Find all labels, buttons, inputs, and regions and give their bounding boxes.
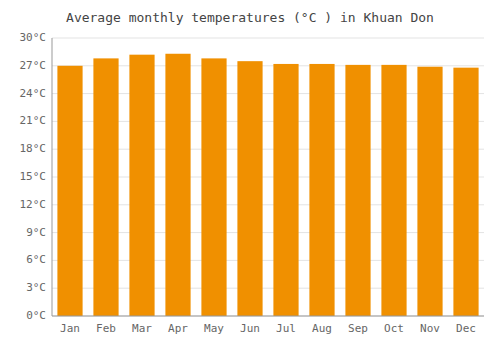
x-tick-label: Sep — [348, 322, 368, 335]
chart-container: 0°C 3°C 6°C 9°C 12°C 15°C 18°C 21°C 24°C 27°C 30°C… — [0, 0, 500, 350]
bar — [237, 61, 262, 316]
bar — [201, 58, 226, 316]
axes — [52, 38, 484, 316]
y-tick-label: 9°C — [26, 226, 46, 239]
y-tick-label: 6°C — [26, 253, 46, 266]
y-tick-label: 15°C — [20, 170, 47, 183]
bar — [57, 66, 82, 316]
y-axis: 0°C 3°C 6°C 9°C 12°C 15°C 18°C 21°C 24°C 27°C 30°C — [20, 31, 47, 322]
y-tick-label: 0°C — [26, 309, 46, 322]
x-tick-label: Jun — [240, 322, 260, 335]
x-tick-label: Dec — [456, 322, 476, 335]
y-tick-label: 27°C — [20, 59, 47, 72]
bar — [345, 65, 370, 316]
x-tick-label: Nov — [420, 322, 440, 335]
bar — [453, 68, 478, 316]
y-axis-line — [52, 38, 53, 316]
bar — [381, 65, 406, 316]
y-tick-label: 18°C — [20, 142, 47, 155]
bars — [57, 54, 478, 316]
x-tick-label: Apr — [168, 322, 188, 335]
bar — [309, 64, 334, 316]
chart: 0°C 3°C 6°C 9°C 12°C 15°C 18°C 21°C 24°C 27°C 30°C… — [0, 0, 500, 350]
grid — [52, 38, 484, 316]
bar — [417, 67, 442, 316]
x-axis: Jan Feb Mar Apr May Jun Jul Aug Sep Oct Nov Dec — [60, 322, 476, 335]
x-tick-label: Jul — [276, 322, 296, 335]
title: Average monthly temperatures (°C ) in Kh… — [66, 10, 434, 25]
x-tick-label: Aug — [312, 322, 332, 335]
grid-line — [52, 316, 484, 317]
x-tick-label: Jan — [60, 322, 80, 335]
y-tick-label: 21°C — [20, 114, 47, 127]
x-axis-line — [52, 316, 484, 317]
x-tick-label: Oct — [384, 322, 404, 335]
grid-line — [52, 38, 484, 39]
bar — [165, 54, 190, 316]
y-tick-label: 24°C — [20, 87, 47, 100]
x-tick-label: Feb — [96, 322, 116, 335]
bar — [273, 64, 298, 316]
bar — [129, 55, 154, 316]
x-tick-label: Mar — [132, 322, 152, 335]
y-tick-label: 30°C — [20, 31, 47, 44]
bar — [93, 58, 118, 316]
y-tick-label: 12°C — [20, 198, 47, 211]
x-tick-label: May — [204, 322, 224, 335]
y-tick-label: 3°C — [26, 281, 46, 294]
